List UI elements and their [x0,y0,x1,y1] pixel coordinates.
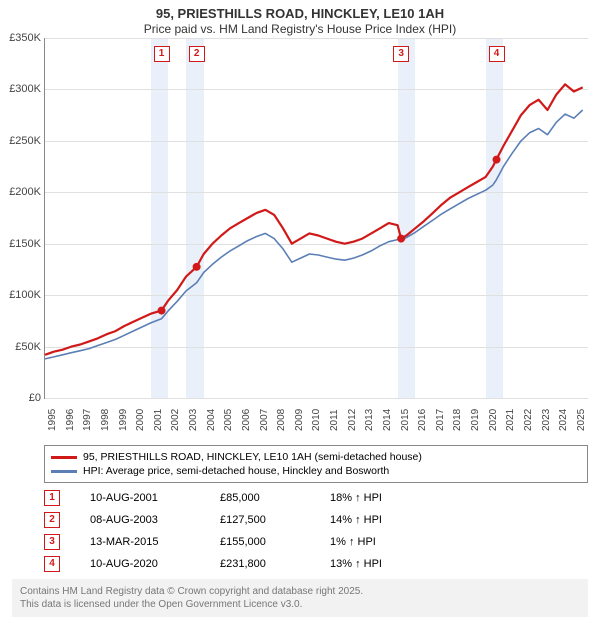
attribution: Contains HM Land Registry data © Crown c… [12,579,588,617]
x-tick-label: 2008 [276,409,287,431]
legend-item: 95, PRIESTHILLS ROAD, HINCKLEY, LE10 1AH… [51,450,581,464]
x-tick-label: 2023 [541,409,552,431]
legend: 95, PRIESTHILLS ROAD, HINCKLEY, LE10 1AH… [44,445,588,483]
legend-swatch [51,456,77,459]
y-tick-label: £350K [9,32,41,44]
sale-marker-box: 2 [44,512,60,528]
legend-item: HPI: Average price, semi-detached house,… [51,464,581,478]
x-tick-label: 2019 [470,409,481,431]
x-tick-label: 1999 [118,409,129,431]
legend-swatch [51,470,77,473]
y-tick-label: £150K [9,238,41,250]
x-tick-label: 2021 [505,409,516,431]
x-tick-label: 2022 [523,409,534,431]
sale-date: 13-MAR-2015 [90,536,190,548]
sale-delta: 18% ↑ HPI [330,492,382,504]
x-tick-label: 1998 [100,409,111,431]
x-tick-label: 2009 [294,409,305,431]
sale-delta: 13% ↑ HPI [330,558,382,570]
x-tick-label: 1996 [65,409,76,431]
chart-subtitle: Price paid vs. HM Land Registry's House … [8,22,592,36]
y-tick-label: £250K [9,135,41,147]
x-tick-label: 2025 [576,409,587,431]
sale-delta: 1% ↑ HPI [330,536,376,548]
sale-point [493,156,501,164]
sale-marker-box: 2 [189,46,205,62]
sale-point [397,235,405,243]
x-tick-label: 2014 [382,409,393,431]
x-tick-label: 2007 [259,409,270,431]
x-axis-labels: 1995 1996 1997 1998 1999 2000 2001 2002 2003 2004… [44,399,588,439]
sale-marker-box: 3 [44,534,60,550]
sale-date: 10-AUG-2001 [90,492,190,504]
sale-row: 2 08-AUG-2003 £127,500 14% ↑ HPI [44,509,588,531]
x-tick-label: 2013 [364,409,375,431]
x-tick-label: 2016 [417,409,428,431]
sale-point [158,307,166,315]
chart-container: 95, PRIESTHILLS ROAD, HINCKLEY, LE10 1AH… [0,0,600,617]
x-tick-label: 2010 [311,409,322,431]
sale-price: £231,800 [220,558,300,570]
legend-label: HPI: Average price, semi-detached house,… [83,465,389,477]
sale-date: 08-AUG-2003 [90,514,190,526]
x-tick-label: 2001 [153,409,164,431]
y-tick-label: £200K [9,186,41,198]
attribution-line: This data is licensed under the Open Gov… [20,598,580,611]
y-tick-label: £0 [29,392,41,404]
x-tick-label: 2011 [329,409,340,431]
sale-price: £127,500 [220,514,300,526]
sale-delta: 14% ↑ HPI [330,514,382,526]
title-block: 95, PRIESTHILLS ROAD, HINCKLEY, LE10 1AH… [0,0,600,38]
x-tick-label: 2024 [558,409,569,431]
sale-marker-box: 4 [44,556,60,572]
x-tick-label: 1997 [82,409,93,431]
sale-date: 10-AUG-2020 [90,558,190,570]
x-tick-label: 2020 [488,409,499,431]
x-tick-label: 2004 [206,409,217,431]
x-tick-label: 2018 [452,409,463,431]
sale-row: 4 10-AUG-2020 £231,800 13% ↑ HPI [44,553,588,575]
x-tick-label: 2006 [241,409,252,431]
x-tick-label: 2003 [188,409,199,431]
x-tick-label: 2005 [223,409,234,431]
x-tick-label: 2002 [170,409,181,431]
sale-marker-box: 1 [44,490,60,506]
y-tick-label: £300K [9,83,41,95]
x-tick-label: 2015 [400,409,411,431]
legend-label: 95, PRIESTHILLS ROAD, HINCKLEY, LE10 1AH… [83,451,422,463]
sale-price: £85,000 [220,492,300,504]
x-tick-label: 1995 [47,409,58,431]
sale-price: £155,000 [220,536,300,548]
attribution-line: Contains HM Land Registry data © Crown c… [20,585,580,598]
y-tick-label: £50K [15,341,41,353]
series-line [45,84,583,355]
sale-row: 1 10-AUG-2001 £85,000 18% ↑ HPI [44,487,588,509]
y-tick-label: £100K [9,289,41,301]
sale-point [193,263,201,271]
x-tick-label: 2017 [435,409,446,431]
chart-plot-area: £0£50K£100K£150K£200K£250K£300K£350K1234 [44,38,588,399]
sale-marker-box: 1 [154,46,170,62]
chart-svg [45,38,588,398]
x-tick-label: 2000 [135,409,146,431]
sales-table: 1 10-AUG-2001 £85,000 18% ↑ HPI 2 08-AUG-2003… [44,487,588,575]
x-tick-label: 2012 [347,409,358,431]
chart-title-address: 95, PRIESTHILLS ROAD, HINCKLEY, LE10 1AH [8,6,592,21]
sale-marker-box: 4 [489,46,505,62]
sale-row: 3 13-MAR-2015 £155,000 1% ↑ HPI [44,531,588,553]
sale-marker-box: 3 [393,46,409,62]
